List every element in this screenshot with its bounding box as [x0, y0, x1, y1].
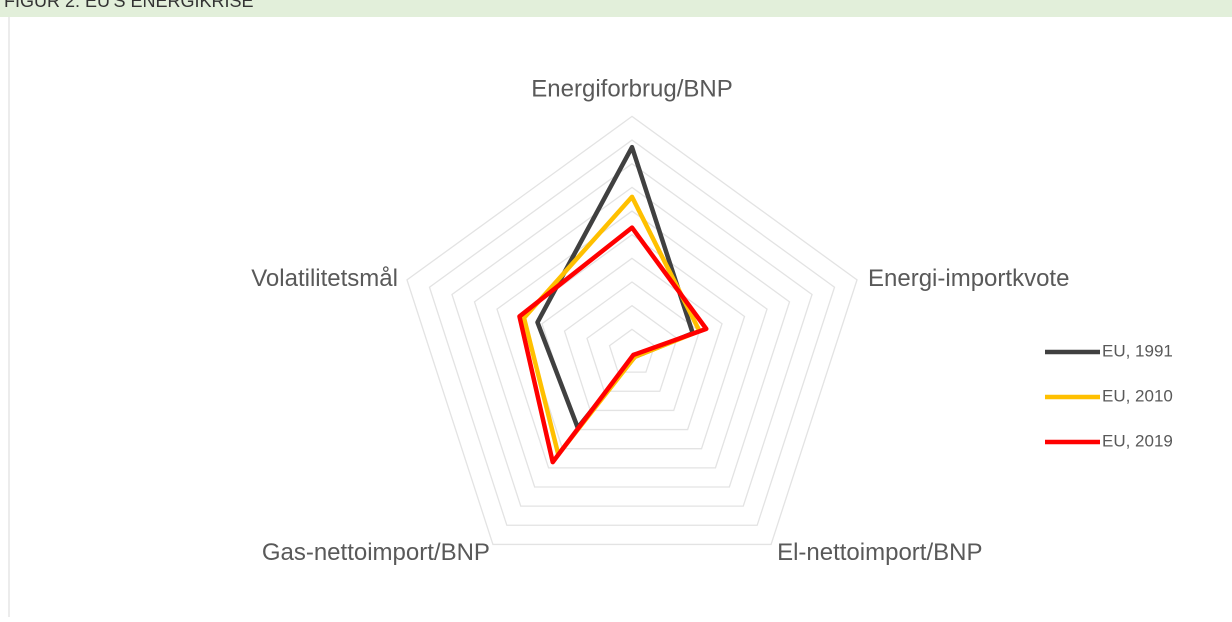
chart-title: FIGUR 2: EU'S ENERGIKRISE [4, 0, 254, 11]
grid-ring [586, 304, 678, 392]
grid-ring [608, 328, 656, 373]
series-line [521, 194, 702, 457]
legend-label: EU, 1991 [1102, 341, 1173, 360]
grid-ring [496, 210, 768, 469]
header-band [0, 0, 1232, 17]
axis-label: El-nettoimport/BNP [777, 539, 982, 566]
series-line [517, 225, 709, 465]
axis-label: Energi-importkvote [868, 265, 1069, 292]
series-line [535, 144, 696, 430]
axis-label: Gas-nettoimport/BNP [262, 539, 490, 566]
axis-label: Energiforbrug/BNP [531, 76, 732, 103]
axis-label: Volatilitetsmål [251, 265, 398, 292]
grid-ring [541, 257, 723, 431]
legend-label: EU, 2019 [1102, 431, 1173, 450]
grid-ring [406, 115, 858, 546]
legend-label: EU, 2010 [1102, 386, 1173, 405]
grid-ring [451, 162, 813, 507]
grid-ring [428, 139, 836, 526]
grid-ring [518, 233, 746, 450]
grid-ring [473, 186, 791, 488]
